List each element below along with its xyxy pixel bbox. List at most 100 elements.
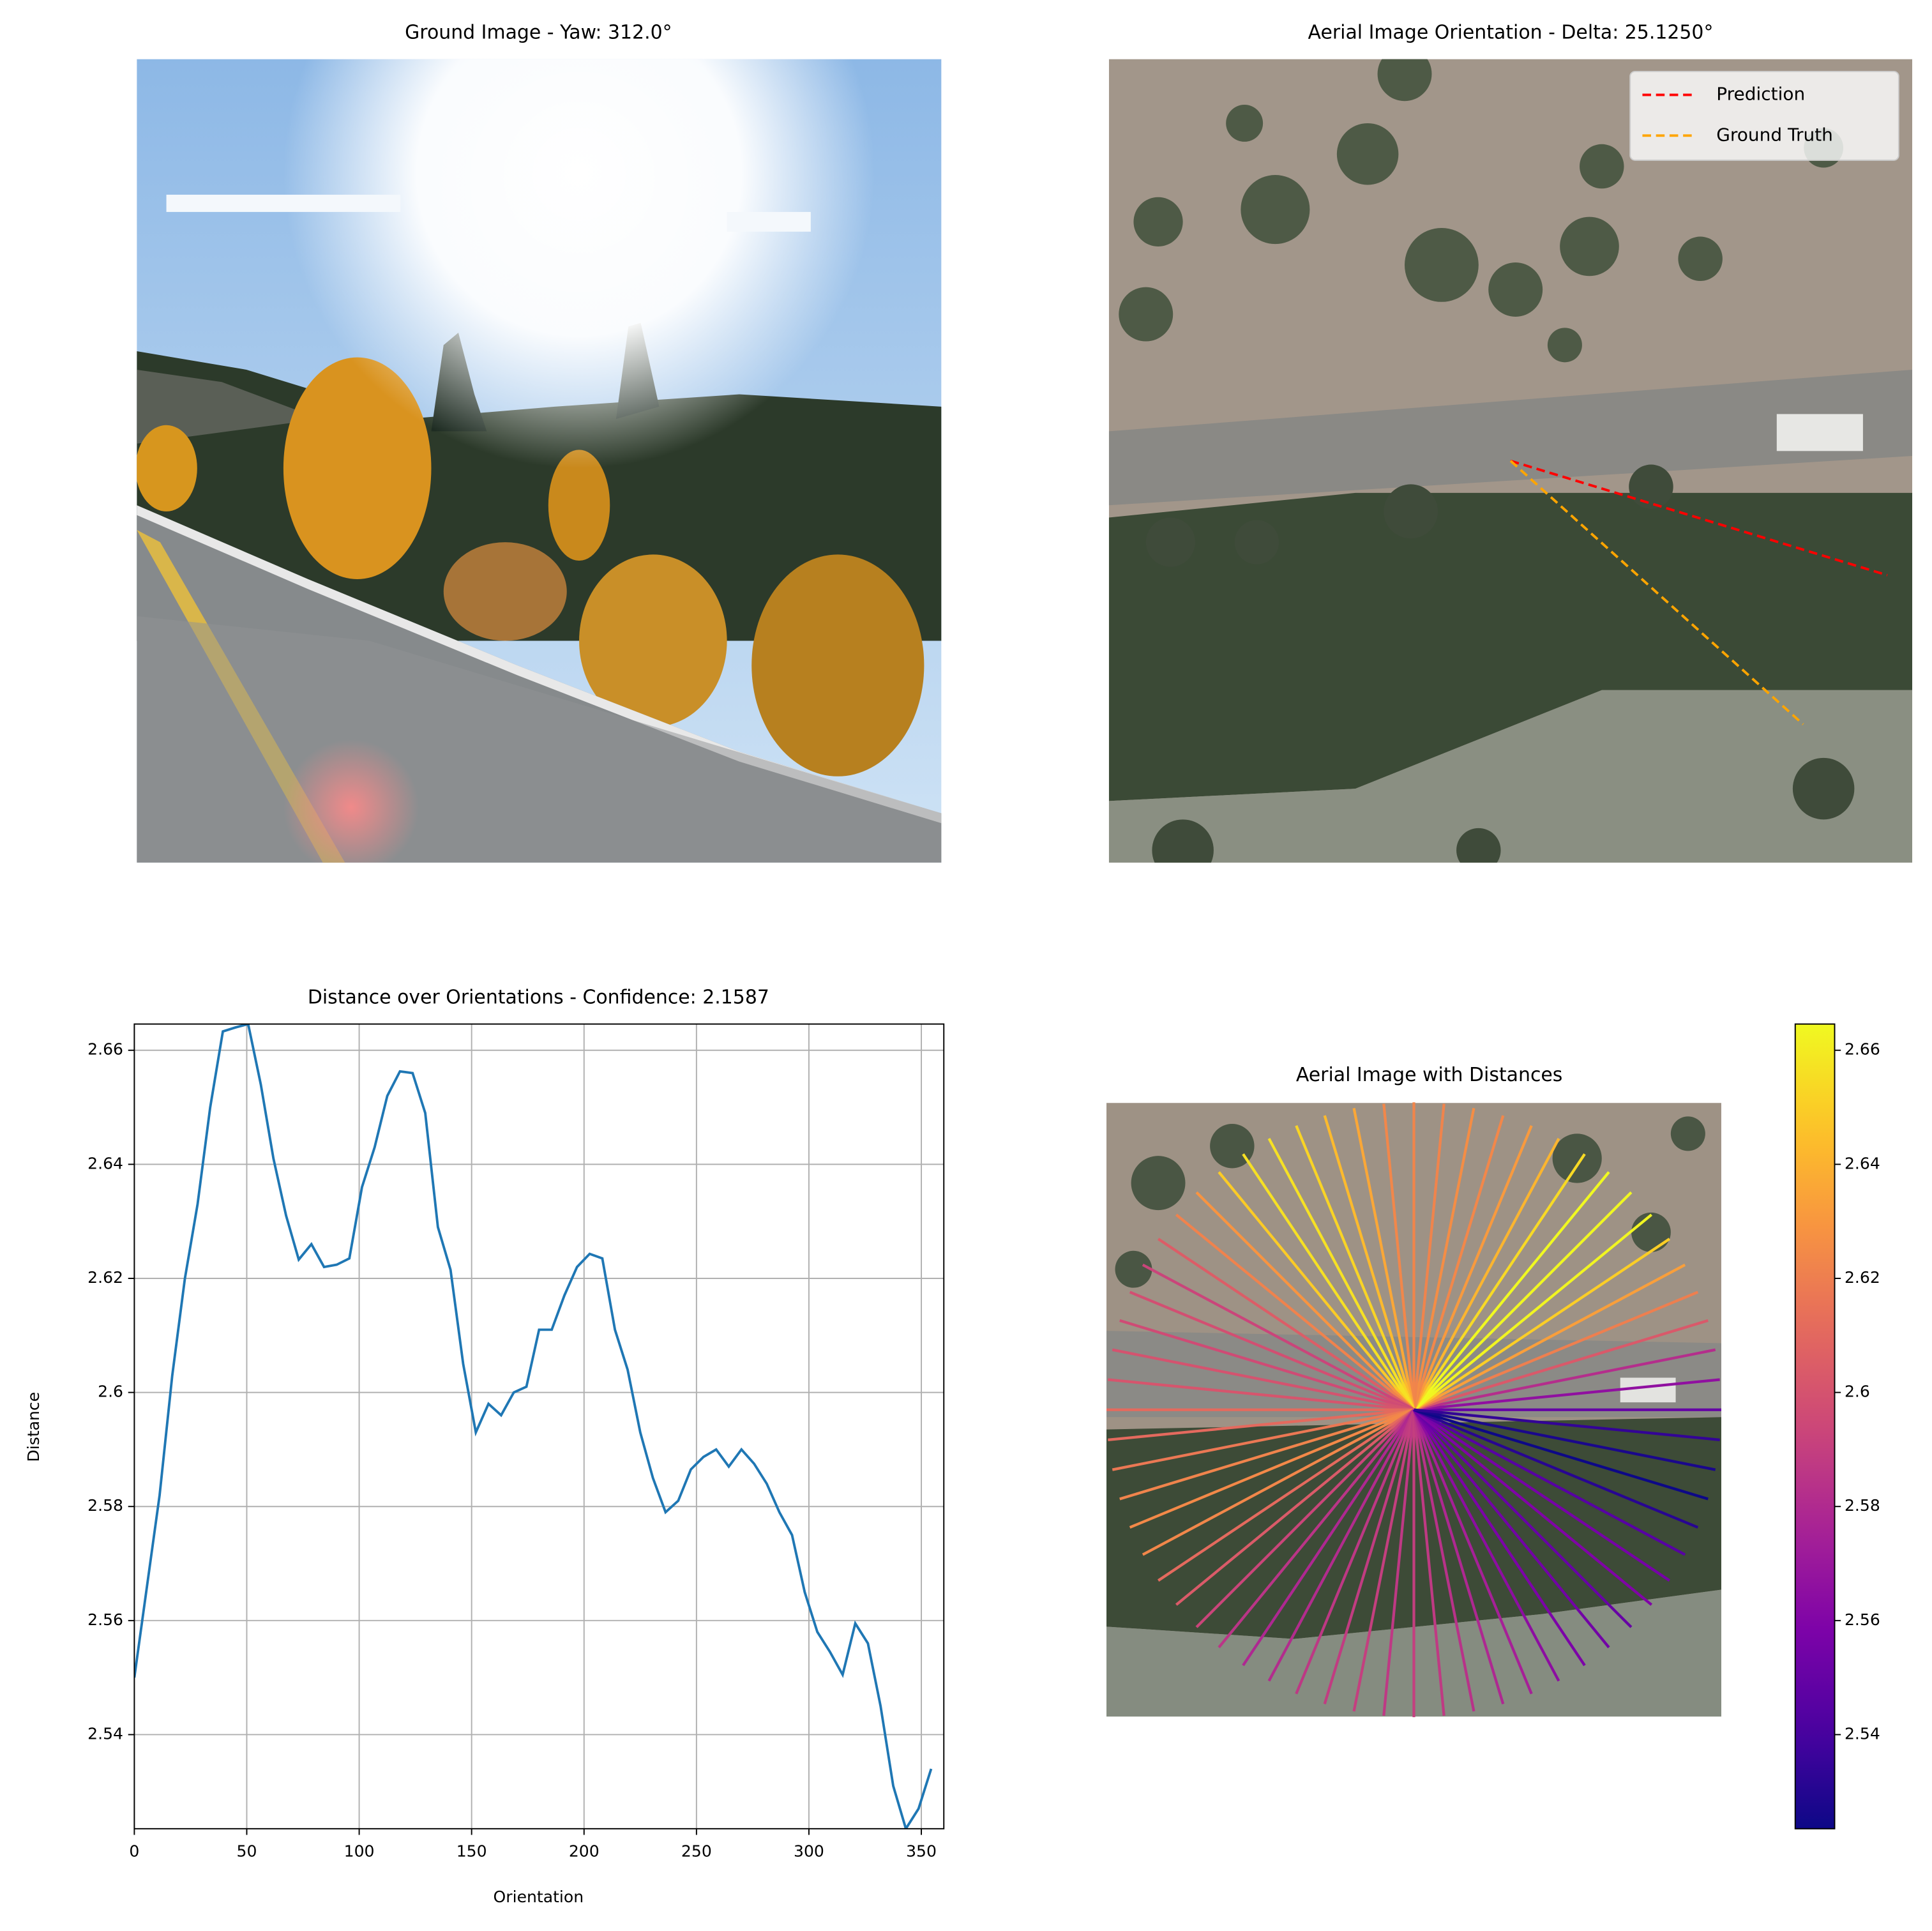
distance-ray — [1413, 1291, 1699, 1411]
orientation-line — [1510, 459, 1888, 577]
distance-ray — [1142, 1408, 1415, 1556]
colorbar-tick-label: 2.56 — [1845, 1610, 1880, 1629]
distance-ray — [1412, 1409, 1505, 1705]
x-tick-label: 100 — [344, 1842, 375, 1860]
distance-ray — [1382, 1409, 1415, 1716]
distance-ray — [1412, 1409, 1475, 1712]
colorbar-tick-label: 2.66 — [1845, 1040, 1880, 1059]
distance-ray — [1412, 1409, 1560, 1682]
colorbar-tick-label: 2.64 — [1845, 1154, 1880, 1172]
chart-title: Aerial Image with Distances — [1296, 1064, 1563, 1086]
y-tick-label: 2.66 — [87, 1040, 123, 1059]
distance-ray — [1413, 1408, 1699, 1529]
distance-ray — [1412, 1108, 1475, 1411]
distance-ray — [1412, 1191, 1633, 1411]
distance-ray — [1195, 1409, 1415, 1628]
distance-ray — [1175, 1409, 1415, 1606]
colorbar-tick-label: 2.58 — [1845, 1496, 1880, 1515]
x-tick-label: 50 — [237, 1842, 257, 1860]
distance-ray — [1108, 1378, 1414, 1411]
distance-ray — [1119, 1319, 1415, 1411]
y-tick-label: 2.64 — [87, 1154, 123, 1172]
x-tick-label: 300 — [794, 1842, 824, 1860]
y-tick-label: 2.54 — [87, 1724, 123, 1743]
x-tick-label: 350 — [906, 1842, 937, 1860]
orientation-line — [1509, 460, 1804, 725]
distance-ray — [1413, 1409, 1653, 1606]
distance-ray — [1414, 1408, 1720, 1442]
distance-ray — [1267, 1409, 1415, 1682]
distance-ray — [1412, 1409, 1586, 1667]
distance-ray — [1412, 1409, 1533, 1695]
distance-ray — [1412, 1103, 1445, 1410]
distance-ray — [1413, 1408, 1686, 1556]
colorbar-tick-label: 2.62 — [1845, 1268, 1880, 1287]
distance-ray — [1413, 1263, 1686, 1411]
marks: Prediction Ground Truth 0 50 100 150 200 250 300… — [87, 70, 1899, 1860]
axes-frame — [133, 1023, 945, 1829]
distance-ray — [1129, 1291, 1415, 1411]
distance-ray — [1242, 1153, 1415, 1411]
distance-ray — [1352, 1108, 1415, 1411]
distance-ray — [1157, 1238, 1415, 1411]
distance-ray — [1414, 1348, 1716, 1411]
legend-label: Ground Truth — [1716, 124, 1833, 145]
y-tick-label: 2.6 — [98, 1382, 123, 1401]
distance-ray — [1412, 1138, 1560, 1411]
distance-ray — [1413, 1238, 1671, 1411]
panel-title: Ground Image - Yaw: 312.0° — [405, 22, 672, 44]
x-tick-label: 0 — [129, 1842, 139, 1860]
y-axis-label: Distance — [24, 1392, 43, 1462]
distance-ray — [1295, 1125, 1415, 1411]
distance-ray — [1412, 1409, 1633, 1628]
distance-ray — [1412, 1409, 1610, 1649]
distance-ray — [1352, 1409, 1415, 1712]
distance-ray — [1382, 1103, 1415, 1410]
ground-image — [137, 59, 942, 863]
chart-title: Distance over Orientations - Confidence:… — [308, 987, 769, 1009]
distance-ray — [1323, 1409, 1415, 1705]
x-tick-label: 150 — [457, 1842, 487, 1860]
distance-ray — [1218, 1409, 1415, 1649]
distance-ray — [1413, 1408, 1671, 1582]
y-tick-label: 2.58 — [87, 1496, 123, 1515]
distance-ray — [1413, 1213, 1653, 1411]
distance-ray — [1157, 1408, 1415, 1582]
distance-ray — [1412, 1153, 1586, 1411]
distance-ray — [1119, 1408, 1415, 1501]
x-axis-label: Orientation — [494, 1888, 584, 1906]
x-tick-label: 200 — [569, 1842, 600, 1860]
distance-ray — [1414, 1378, 1720, 1411]
distance-ray — [1412, 1409, 1445, 1716]
distance-ray — [1175, 1213, 1415, 1411]
distance-ray — [1412, 1125, 1533, 1411]
legend-label: Prediction — [1716, 84, 1805, 105]
distance-ray — [1412, 1115, 1505, 1411]
colorbar-tick-label: 2.6 — [1845, 1382, 1870, 1401]
distance-ray — [1129, 1408, 1415, 1529]
distance-ray — [1413, 1319, 1709, 1411]
distance-ray — [1267, 1138, 1415, 1411]
colorbar — [1794, 1023, 1836, 1829]
line-series — [134, 1024, 933, 1829]
distance-ray — [1218, 1171, 1415, 1411]
distance-ray — [1108, 1408, 1414, 1442]
distance-ray — [1412, 1171, 1610, 1411]
aerial-image — [1108, 59, 1913, 863]
distance-ray — [1413, 1408, 1709, 1501]
colorbar-tick-label: 2.54 — [1845, 1724, 1880, 1743]
distance-ray — [1142, 1263, 1415, 1411]
distance-ray — [1414, 1408, 1716, 1471]
distance-ray — [1195, 1191, 1415, 1411]
distance-ray — [1295, 1409, 1415, 1695]
legend-box — [1629, 70, 1899, 161]
y-tick-label: 2.62 — [87, 1268, 123, 1287]
distance-ray — [1112, 1408, 1414, 1471]
x-tick-label: 250 — [681, 1842, 712, 1860]
distance-ray — [1112, 1348, 1414, 1411]
y-tick-label: 2.56 — [87, 1610, 123, 1629]
distance-ray — [1323, 1115, 1415, 1411]
distance-ray — [1242, 1409, 1415, 1667]
panel-title: Aerial Image Orientation - Delta: 25.125… — [1308, 22, 1714, 44]
